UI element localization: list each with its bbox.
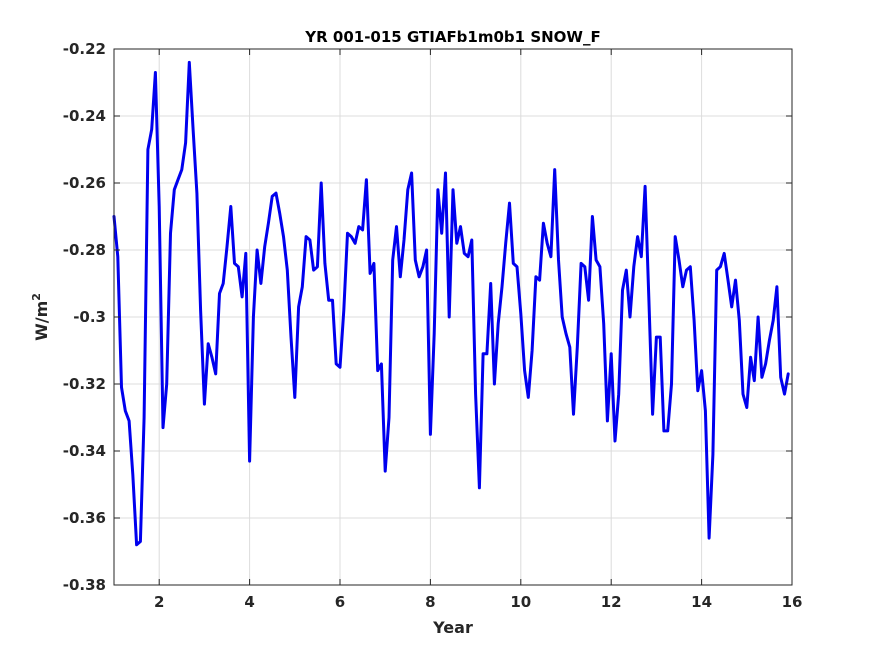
y-tick-label: -0.32 [63, 375, 106, 393]
x-tick-label: 8 [425, 593, 435, 611]
tick-marks [114, 48, 793, 586]
y-axis-title-superscript: 2 [30, 293, 43, 301]
y-axis-title-main: W/m [32, 301, 51, 341]
x-tick-label: 2 [154, 593, 164, 611]
x-tick-label: 6 [335, 593, 345, 611]
y-tick-label: -0.34 [63, 442, 106, 460]
x-tick-labels: 2 4 6 8 10 12 14 16 [154, 593, 802, 611]
y-tick-label: -0.26 [63, 174, 106, 192]
x-axis-title: Year [432, 618, 473, 637]
chart-title: YR 001-015 GTIAFb1m0b1 SNOW_F [304, 28, 600, 46]
y-tick-label: -0.22 [63, 40, 106, 58]
x-tick-label: 16 [782, 593, 803, 611]
series-line [112, 60, 790, 547]
y-tick-label: -0.36 [63, 509, 106, 527]
y-tick-label: -0.38 [63, 576, 106, 594]
y-tick-label: -0.24 [63, 107, 106, 125]
y-tick-labels: -0.38 -0.36 -0.34 -0.32 -0.3 -0.28 -0.26 -0.24 -… [63, 40, 106, 594]
data-series [112, 60, 790, 547]
x-tick-label: 12 [601, 593, 622, 611]
x-tick-label: 14 [691, 593, 712, 611]
x-tick-label: 10 [510, 593, 531, 611]
y-tick-label: -0.3 [73, 308, 106, 326]
y-tick-label: -0.28 [63, 241, 106, 259]
x-tick-label: 4 [244, 593, 254, 611]
y-axis-title: W/m2 [30, 293, 51, 341]
